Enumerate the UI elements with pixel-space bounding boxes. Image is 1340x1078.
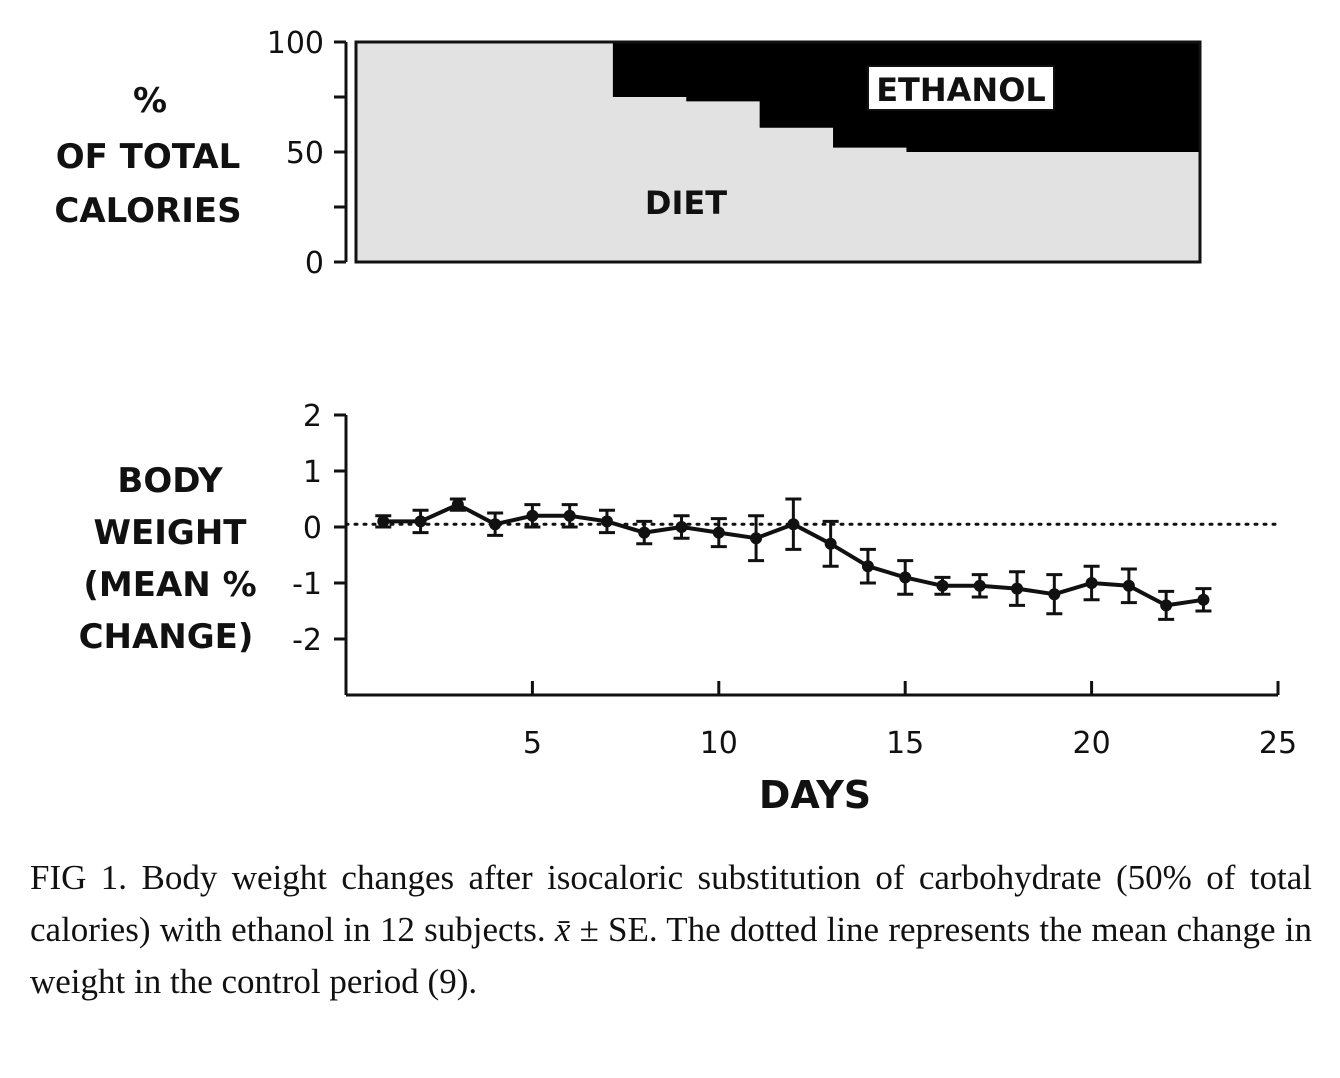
bottom-plot-area: 210-1-25 10 15 20 25	[292, 399, 1297, 761]
data-point-day-11	[750, 532, 763, 545]
data-point-day-13	[824, 537, 837, 550]
bottom-y-tick-label-3: -1	[292, 567, 322, 602]
data-point-day-14	[861, 560, 874, 573]
bottom-y-tick-label-2: 0	[303, 511, 322, 546]
top-y-tick-label-0: 0	[305, 246, 324, 281]
data-point-day-4	[489, 518, 502, 531]
bottom-ylabel-line-3: (MEAN %	[83, 565, 256, 605]
data-point-day-9	[675, 521, 688, 533]
top-y-tick-label-100: 100	[267, 26, 324, 61]
data-point-day-18	[1011, 582, 1024, 595]
x-tick-label-25: 25	[1259, 726, 1297, 761]
top-plot-area: ETHANOL DIET	[354, 40, 1202, 264]
data-point-day-6	[563, 509, 576, 522]
data-point-day-2	[414, 515, 427, 528]
data-point-day-16	[936, 579, 949, 592]
data-point-day-5	[526, 509, 539, 522]
bottom-y-tick-label-4: -2	[292, 623, 322, 658]
diet-band	[356, 42, 1200, 262]
top-ylabel-line-1: %	[133, 81, 167, 121]
x-tick-label-10: 10	[700, 726, 738, 761]
caption-fig-label: FIG 1.	[30, 858, 128, 897]
data-point-day-15	[899, 571, 912, 584]
x-tick-label-20: 20	[1073, 726, 1111, 761]
bottom-ylabel-line-2: WEIGHT	[94, 513, 248, 553]
data-point-day-19	[1048, 588, 1061, 601]
ethanol-label-box	[867, 65, 1055, 111]
data-point-day-20	[1085, 577, 1098, 589]
figure-caption: FIG 1. Body weight changes after isocalo…	[30, 852, 1312, 1008]
caption-xbar: x̄	[554, 910, 571, 949]
top-ylabel-line-3: CALORIES	[54, 191, 241, 231]
bottom-y-tick-label-1: 1	[303, 455, 322, 490]
data-point-day-23	[1197, 593, 1210, 606]
data-point-day-21	[1122, 579, 1135, 592]
data-point-day-12	[787, 518, 800, 531]
bottom-y-tick-label-0: 2	[303, 399, 322, 434]
ethanol-label: ETHANOL	[876, 71, 1046, 109]
data-point-day-10	[712, 526, 725, 539]
caption-text-2: ± SE. The dotted line represents the mea…	[30, 910, 1312, 1001]
diet-label: DIET	[645, 184, 727, 222]
data-point-day-22	[1160, 599, 1173, 612]
data-point-day-7	[600, 515, 613, 528]
data-point-day-1	[377, 515, 390, 528]
top-y-tick-label-50: 50	[286, 136, 324, 171]
caption-text-1: Body weight changes after isocaloric sub…	[30, 858, 1312, 949]
top-plot-frame	[354, 40, 1202, 264]
body-weight-chart: BODY WEIGHT (MEAN % CHANGE) 210-1-25 10 15…	[79, 399, 1298, 817]
data-point-day-8	[638, 526, 651, 539]
x-tick-label-15: 15	[886, 726, 924, 761]
x-tick-label-5: 5	[523, 726, 542, 761]
calorie-composition-chart: % OF TOTAL CALORIES ETHANOL DIET 0 50 100	[54, 26, 1202, 281]
data-point-day-17	[973, 579, 986, 592]
top-ylabel-line-2: OF TOTAL	[56, 137, 241, 177]
top-y-axis: 0 50 100	[267, 26, 348, 281]
x-axis-label: DAYS	[759, 773, 871, 817]
bottom-ylabel-line-4: CHANGE)	[79, 617, 254, 657]
data-point-day-3	[451, 498, 464, 511]
bottom-ylabel-line-1: BODY	[117, 461, 223, 501]
